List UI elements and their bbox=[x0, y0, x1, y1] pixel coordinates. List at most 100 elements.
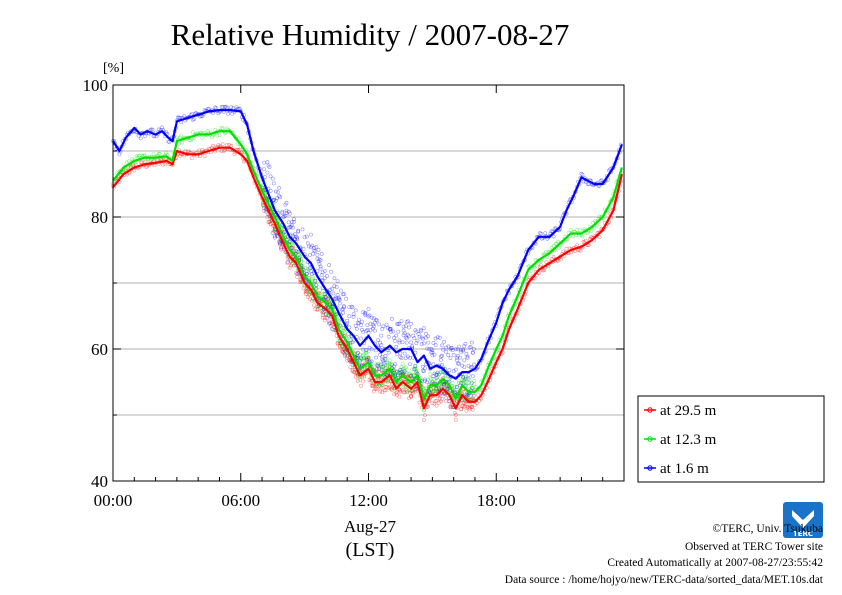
sample-point bbox=[403, 335, 408, 340]
sample-point bbox=[344, 296, 349, 301]
sample-point bbox=[338, 323, 343, 328]
sample-point bbox=[287, 265, 292, 270]
sample-point bbox=[389, 388, 394, 392]
sample-point bbox=[360, 375, 365, 379]
sample-point bbox=[410, 389, 415, 394]
sample-point bbox=[219, 105, 224, 109]
sample-point bbox=[467, 405, 472, 410]
sample-point bbox=[278, 241, 283, 246]
sample-point bbox=[424, 331, 428, 336]
sample-point bbox=[469, 381, 474, 386]
sample-point bbox=[377, 365, 382, 370]
sample-point bbox=[337, 345, 342, 350]
sample-point bbox=[354, 326, 359, 331]
sample-point bbox=[428, 376, 433, 381]
sample-point bbox=[460, 404, 465, 409]
sample-point bbox=[282, 230, 287, 234]
sample-point bbox=[273, 189, 278, 194]
sample-point bbox=[407, 396, 411, 401]
sample-point bbox=[353, 323, 358, 328]
sample-point bbox=[468, 404, 473, 409]
sample-point bbox=[461, 400, 466, 405]
sample-point bbox=[358, 360, 362, 365]
sample-point bbox=[398, 351, 403, 356]
sample-point bbox=[310, 276, 315, 281]
sample-point bbox=[151, 152, 156, 157]
sample-point bbox=[297, 251, 302, 256]
sample-point bbox=[343, 354, 348, 359]
sample-point bbox=[468, 394, 473, 399]
sample-point bbox=[446, 353, 451, 358]
sample-point bbox=[273, 198, 278, 203]
sample-point bbox=[420, 364, 425, 369]
sample-point bbox=[388, 386, 393, 391]
sample-point bbox=[435, 335, 440, 340]
sample-point bbox=[442, 382, 447, 387]
sample-point bbox=[262, 160, 267, 165]
legend-swatch-marker bbox=[647, 436, 653, 442]
sample-point bbox=[309, 269, 313, 274]
sample-point bbox=[378, 340, 383, 345]
sample-point bbox=[433, 399, 438, 403]
sample-point bbox=[449, 346, 454, 351]
sample-point bbox=[186, 149, 191, 154]
sample-point bbox=[376, 338, 381, 343]
sample-point bbox=[137, 153, 142, 158]
sample-point bbox=[448, 404, 453, 409]
sample-point bbox=[554, 241, 558, 246]
sample-point bbox=[462, 365, 467, 370]
sample-point bbox=[552, 226, 557, 231]
sample-point bbox=[461, 381, 466, 385]
sample-point bbox=[167, 139, 172, 144]
sample-point bbox=[348, 338, 353, 343]
sample-point bbox=[381, 364, 386, 369]
sample-point bbox=[438, 399, 443, 404]
sample-point bbox=[323, 312, 328, 317]
sample-point bbox=[352, 369, 357, 374]
sample-point bbox=[459, 407, 464, 411]
x-axis-label: Aug-27 bbox=[344, 517, 396, 536]
sample-point bbox=[458, 355, 463, 360]
sample-point bbox=[395, 369, 400, 374]
sample-point bbox=[469, 386, 474, 391]
sample-point bbox=[387, 327, 392, 332]
sample-point bbox=[312, 245, 317, 250]
sample-point bbox=[379, 364, 384, 369]
sample-point bbox=[379, 343, 384, 347]
sample-point bbox=[374, 318, 378, 322]
series-lines bbox=[112, 109, 623, 410]
sample-point bbox=[272, 235, 277, 240]
sample-point bbox=[363, 313, 368, 318]
sample-point bbox=[459, 407, 464, 412]
sample-point bbox=[589, 229, 593, 234]
y-axis-label: [%] bbox=[103, 61, 124, 76]
sample-point bbox=[288, 259, 293, 264]
chart-title: Relative Humidity / 2007-08-27 bbox=[171, 17, 570, 52]
sample-point bbox=[378, 389, 383, 394]
sample-point bbox=[117, 152, 122, 157]
sample-point bbox=[319, 273, 324, 277]
sample-point bbox=[462, 377, 467, 382]
sample-point bbox=[383, 384, 388, 389]
sample-point bbox=[432, 377, 437, 381]
sample-point bbox=[305, 266, 310, 271]
sample-point bbox=[342, 347, 346, 352]
sample-point bbox=[310, 298, 315, 303]
sample-point bbox=[467, 378, 472, 383]
sample-point bbox=[215, 133, 220, 138]
sample-point bbox=[343, 352, 348, 357]
sample-point bbox=[279, 245, 284, 250]
sample-point bbox=[364, 350, 369, 355]
sample-point bbox=[200, 114, 205, 119]
sample-point bbox=[427, 347, 432, 352]
sample-point bbox=[341, 325, 345, 330]
sample-point bbox=[348, 365, 353, 370]
sample-point bbox=[409, 394, 414, 399]
sample-point bbox=[332, 284, 337, 289]
sample-point bbox=[142, 134, 147, 139]
sample-point bbox=[339, 344, 344, 349]
sample-point bbox=[434, 403, 439, 408]
sample-point bbox=[353, 371, 358, 376]
sample-point bbox=[322, 316, 327, 320]
sample-point bbox=[549, 245, 554, 250]
